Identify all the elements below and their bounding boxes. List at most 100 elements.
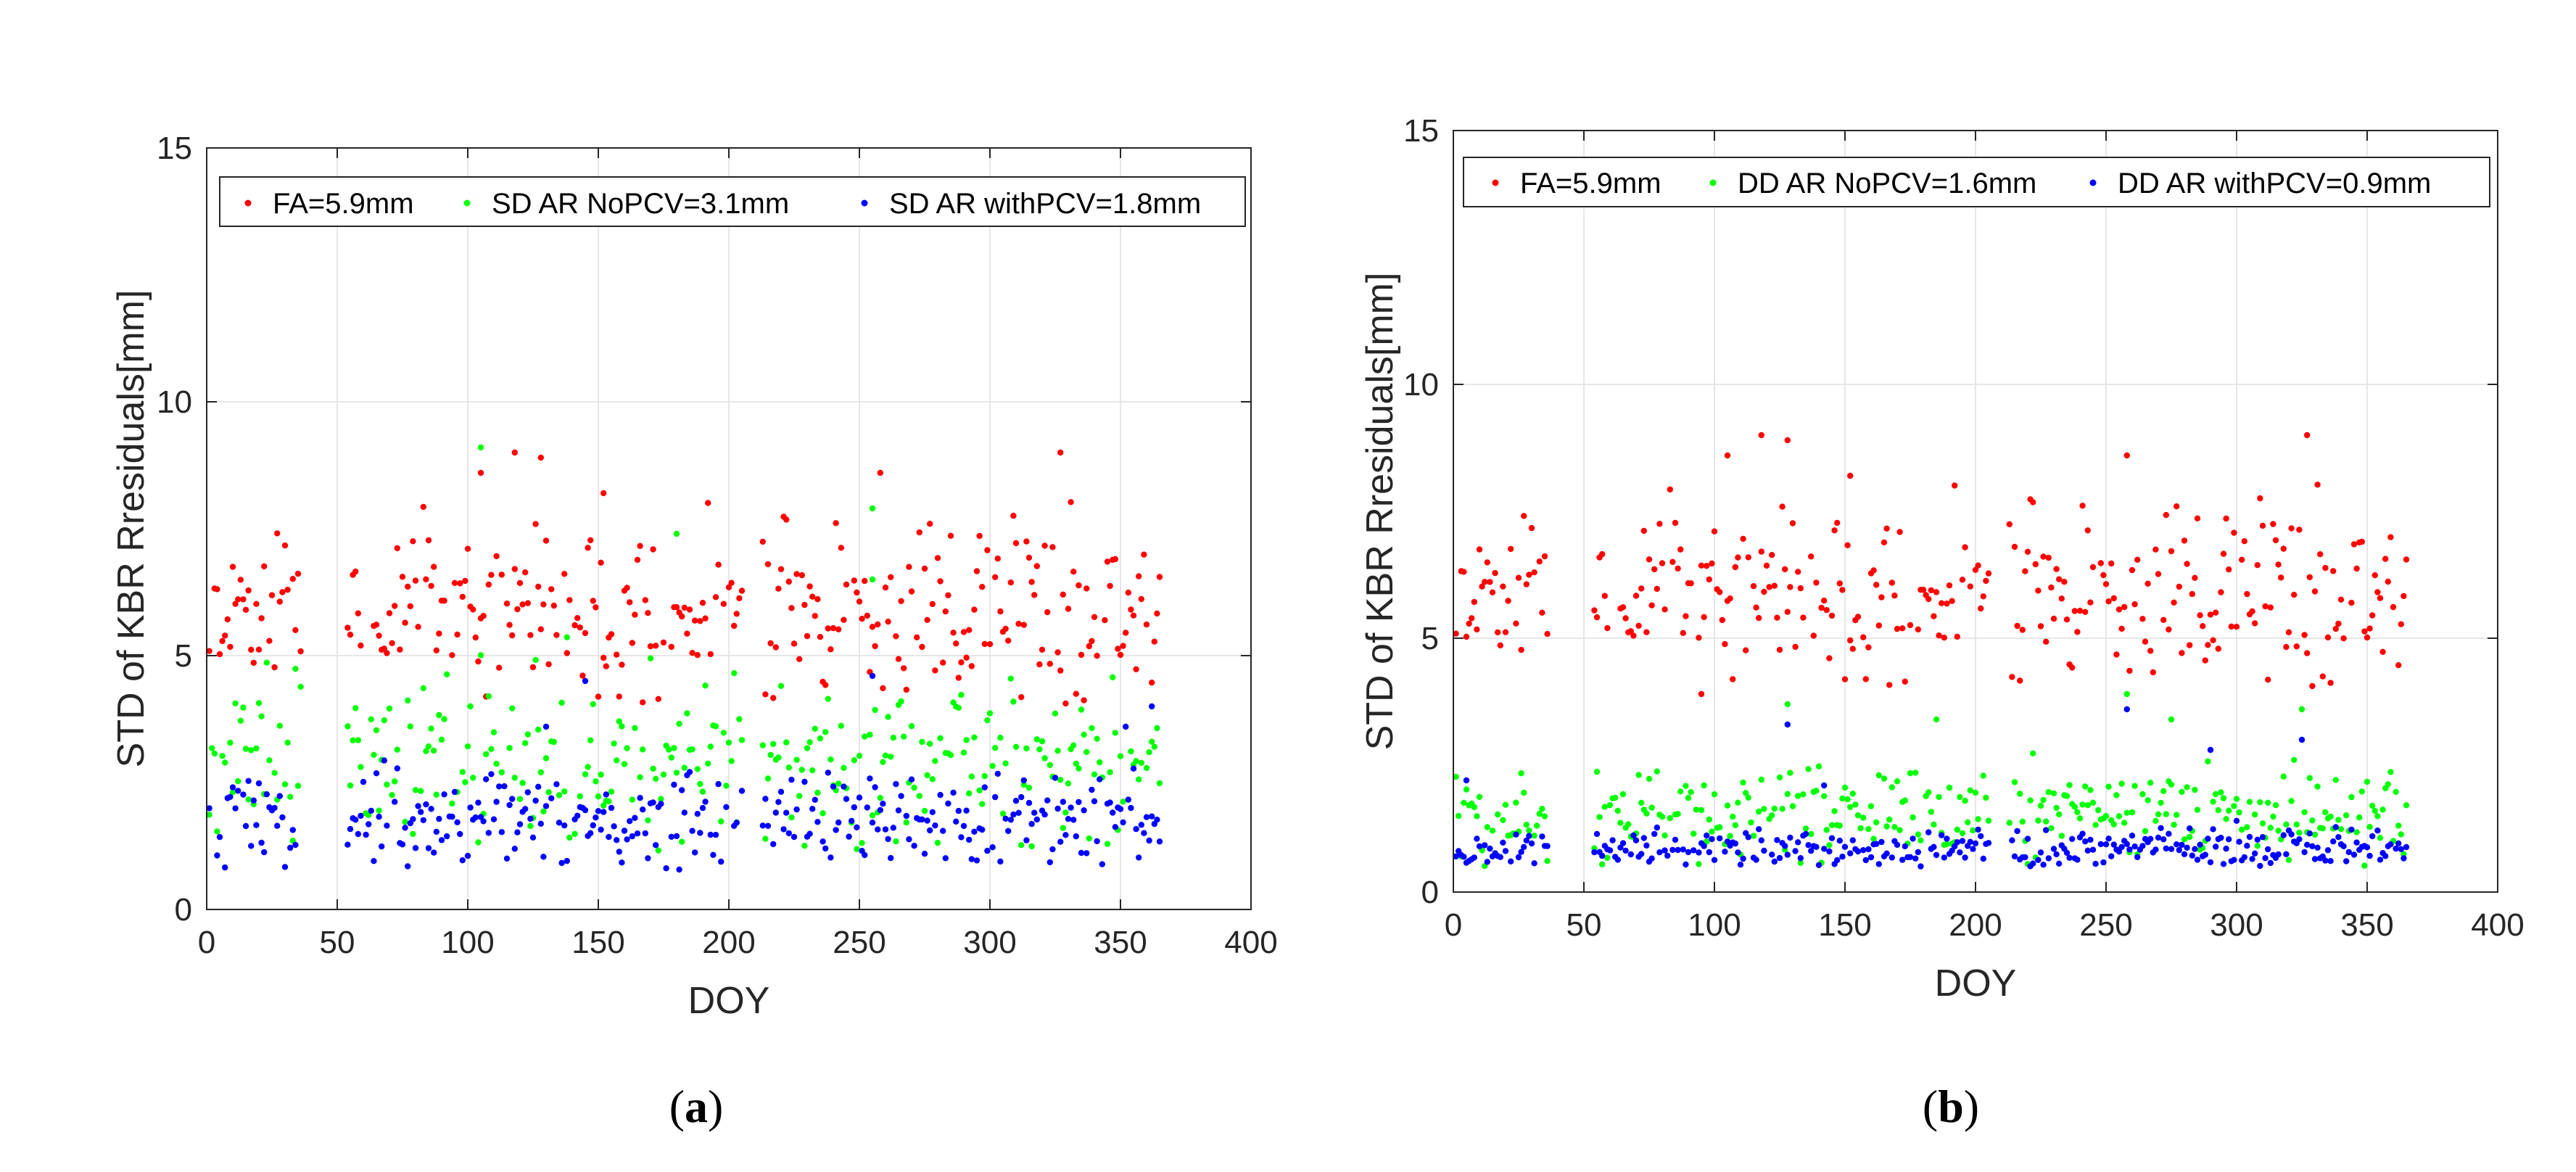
point-a-1-59 <box>425 743 432 750</box>
point-a-1-48 <box>389 792 395 798</box>
point-a-2-10 <box>242 822 249 830</box>
point-a-2-116 <box>590 822 596 829</box>
point-b-1-69 <box>1698 806 1705 814</box>
point-b-1-223 <box>2155 811 2162 818</box>
point-b-2-136 <box>1912 855 1919 862</box>
point-a-2-310 <box>1149 703 1155 710</box>
point-a-2-154 <box>694 811 701 817</box>
point-b-0-29 <box>1536 558 1543 565</box>
point-a-2-160 <box>712 831 719 838</box>
point-b-1-191 <box>2066 782 2073 788</box>
point-a-1-74 <box>475 839 482 846</box>
point-a-1-106 <box>582 771 589 777</box>
point-a-1-297 <box>1151 743 1158 750</box>
point-a-0-262 <box>1025 554 1033 561</box>
point-b-0-94 <box>1774 614 1780 621</box>
point-a-1-265 <box>1057 777 1064 783</box>
point-b-1-145 <box>1915 831 1921 838</box>
point-a-2-56 <box>420 817 426 824</box>
point-b-1-74 <box>1711 791 1718 798</box>
point-a-2-22 <box>274 822 281 829</box>
point-a-0-74 <box>470 606 476 613</box>
point-a-2-127 <box>619 859 625 866</box>
point-b-0-225 <box>2174 503 2180 510</box>
point-b-1-127 <box>1865 825 1872 833</box>
point-b-2-305 <box>2403 843 2410 851</box>
point-b-1-315 <box>2168 716 2175 723</box>
point-a-2-309 <box>1123 723 1129 730</box>
point-b-1-103 <box>1800 791 1807 798</box>
point-b-2-175 <box>2045 855 2052 862</box>
point-b-1-248 <box>2226 807 2232 814</box>
point-a-2-85 <box>498 829 505 835</box>
point-a-2-98 <box>532 797 539 804</box>
point-a-0-253 <box>1002 625 1009 632</box>
point-a-0-61 <box>431 564 437 570</box>
point-a-0-302 <box>1138 595 1145 603</box>
point-a-2-125 <box>614 837 620 843</box>
x-tick-label-a-1: 50 <box>320 925 355 960</box>
point-b-0-10 <box>1482 579 1488 585</box>
point-a-2-124 <box>611 823 617 830</box>
point-b-0-127 <box>1870 567 1877 574</box>
point-b-0-209 <box>2126 667 2133 674</box>
point-b-0-30 <box>1539 609 1545 616</box>
point-a-2-162 <box>718 858 724 865</box>
point-a-0-47 <box>392 603 398 609</box>
point-b-0-153 <box>1946 582 1953 589</box>
point-b-2-294 <box>2369 833 2376 840</box>
point-b-1-251 <box>2236 809 2242 816</box>
point-b-0-105 <box>1808 553 1815 560</box>
caption-a: (a) <box>669 1081 724 1132</box>
point-b-0-79 <box>1730 676 1736 682</box>
point-a-1-133 <box>660 771 667 778</box>
point-b-2-286 <box>2348 826 2355 833</box>
point-b-1-264 <box>2275 828 2282 834</box>
point-b-2-106 <box>1821 846 1828 852</box>
point-a-1-162 <box>738 737 746 743</box>
point-b-2-11 <box>1484 859 1490 865</box>
point-a-1-218 <box>916 793 923 799</box>
point-a-2-131 <box>629 833 635 840</box>
x-tick-label-b-3: 150 <box>1818 907 1871 943</box>
point-a-2-292 <box>1120 819 1126 826</box>
point-b-2-80 <box>1740 855 1746 862</box>
point-a-1-126 <box>640 746 646 753</box>
point-b-0-315 <box>1698 690 1705 698</box>
point-a-0-147 <box>684 630 690 637</box>
point-b-0-305 <box>2395 662 2402 669</box>
point-a-1-25 <box>281 781 289 788</box>
point-b-1-94 <box>1771 805 1778 812</box>
point-a-1-22 <box>271 769 278 776</box>
point-b-2-247 <box>2241 854 2247 861</box>
point-a-0-29 <box>289 576 296 582</box>
point-b-1-15 <box>1500 817 1506 824</box>
point-a-2-25 <box>281 864 289 870</box>
point-a-1-209 <box>890 735 897 741</box>
point-a-0-129 <box>629 640 635 646</box>
point-a-1-289 <box>1128 748 1134 755</box>
point-a-2-38 <box>368 807 374 814</box>
point-a-0-176 <box>785 578 793 585</box>
point-a-1-167 <box>770 740 777 748</box>
point-a-0-249 <box>992 574 999 580</box>
point-b-1-49 <box>1635 772 1642 778</box>
point-a-1-110 <box>593 778 599 785</box>
point-b-2-225 <box>2184 844 2190 851</box>
point-b-2-50 <box>1643 842 1650 849</box>
point-b-2-194 <box>2100 859 2107 866</box>
point-a-1-247 <box>999 810 1007 817</box>
point-a-0-91 <box>519 601 526 608</box>
point-a-1-29 <box>292 666 299 672</box>
point-b-1-187 <box>2056 811 2063 818</box>
point-a-0-90 <box>516 579 524 587</box>
point-b-1-61 <box>1675 811 1681 817</box>
point-b-0-235 <box>2200 623 2206 630</box>
point-a-0-94 <box>527 632 534 638</box>
point-b-2-249 <box>2246 833 2253 841</box>
point-a-1-185 <box>822 729 829 735</box>
point-a-2-75 <box>472 814 479 821</box>
point-b-1-105 <box>1805 766 1812 772</box>
point-b-2-41 <box>1617 844 1624 851</box>
point-b-2-8 <box>1474 835 1480 842</box>
